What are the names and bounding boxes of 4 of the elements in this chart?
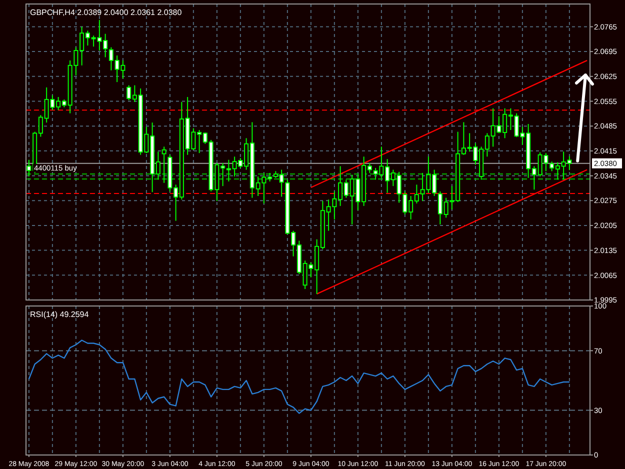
text: RSI(14) 49.2594 — [30, 310, 90, 319]
line-series — [28, 340, 570, 414]
candlestick — [162, 146, 166, 184]
text: GBPCHF,H4 2.0389 2.0400 2.0361 2.0380 — [30, 8, 182, 17]
